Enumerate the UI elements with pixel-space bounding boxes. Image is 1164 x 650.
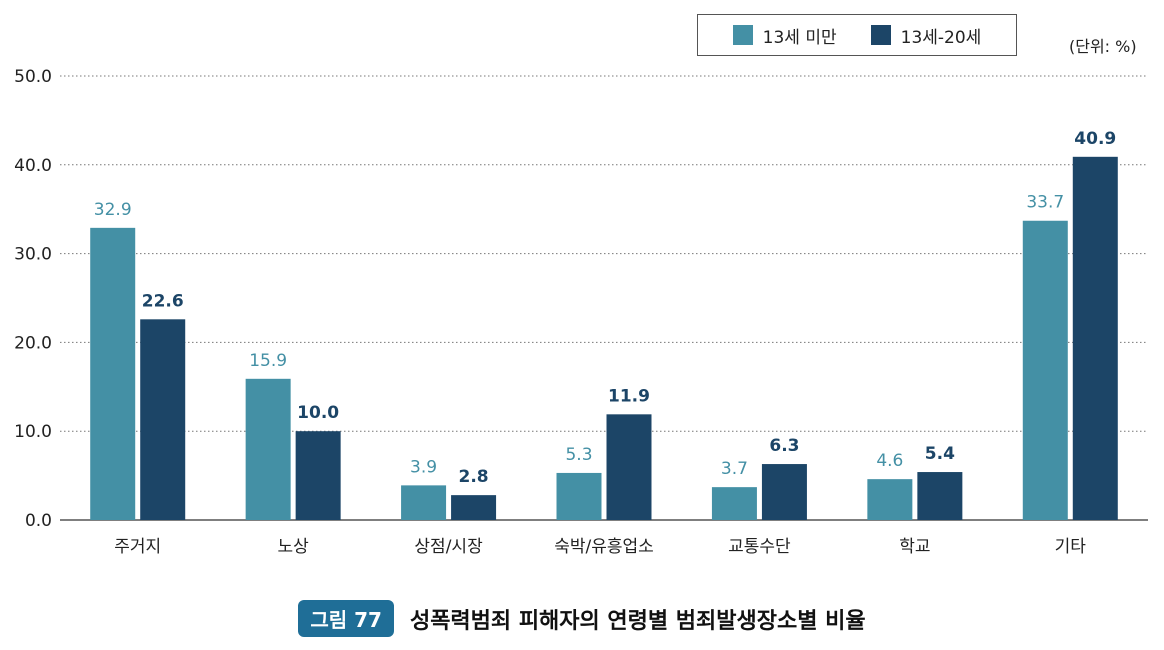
y-tick-label: 50.0 bbox=[14, 67, 52, 87]
bar bbox=[295, 431, 341, 520]
bar bbox=[711, 487, 757, 520]
data-label: 4.6 bbox=[876, 451, 903, 471]
bar bbox=[451, 495, 497, 520]
bar bbox=[761, 464, 807, 520]
bar bbox=[1072, 156, 1118, 521]
x-tick-label: 상점/시장 bbox=[414, 537, 483, 557]
data-label: 3.7 bbox=[721, 459, 748, 479]
bar bbox=[401, 485, 447, 520]
bar bbox=[917, 472, 963, 520]
data-label: 33.7 bbox=[1026, 193, 1064, 213]
legend-swatch-under-13 bbox=[732, 25, 753, 45]
data-label: 11.9 bbox=[608, 386, 650, 406]
legend-item-13-to-20: 13세-20세 bbox=[870, 23, 982, 48]
y-tick-label: 40.0 bbox=[14, 156, 52, 176]
figure-title: 성폭력범죄 피해자의 연령별 범죄발생장소별 비율 bbox=[409, 608, 866, 634]
data-label: 40.9 bbox=[1074, 129, 1116, 149]
y-tick-label: 30.0 bbox=[14, 245, 52, 265]
bar bbox=[90, 227, 136, 520]
data-label: 5.3 bbox=[565, 445, 592, 465]
unit-label: (단위: %) bbox=[1069, 37, 1137, 56]
bar bbox=[556, 472, 602, 520]
data-label: 15.9 bbox=[249, 351, 287, 371]
data-label: 6.3 bbox=[769, 436, 799, 456]
x-tick-label: 노상 bbox=[278, 537, 310, 557]
data-label: 10.0 bbox=[297, 403, 339, 423]
data-label: 22.6 bbox=[142, 291, 184, 311]
figure-caption: 그림 77 성폭력범죄 피해자의 연령별 범죄발생장소별 비율 bbox=[0, 600, 1164, 637]
data-label: 2.8 bbox=[459, 467, 489, 487]
x-tick-label: 학교 bbox=[899, 537, 930, 557]
bar bbox=[1022, 220, 1068, 520]
x-tick-label: 주거지 bbox=[114, 537, 161, 557]
y-tick-label: 20.0 bbox=[14, 333, 52, 353]
legend-item-under-13: 13세 미만 bbox=[732, 23, 837, 48]
legend-label-under-13: 13세 미만 bbox=[762, 27, 837, 48]
y-tick-label: 0.0 bbox=[25, 511, 52, 531]
legend-swatch-13-to-20 bbox=[870, 25, 891, 45]
figure-number-badge: 그림 77 bbox=[298, 600, 394, 637]
y-tick-label: 10.0 bbox=[14, 422, 52, 442]
data-label: 3.9 bbox=[410, 457, 437, 477]
x-tick-label: 교통수단 bbox=[728, 537, 791, 557]
bar bbox=[140, 319, 186, 520]
x-tick-label: 숙박/유흥업소 bbox=[554, 537, 654, 557]
bar bbox=[606, 414, 652, 520]
bar bbox=[867, 479, 913, 520]
data-label: 5.4 bbox=[925, 444, 955, 464]
legend: 13세 미만 13세-20세 bbox=[697, 14, 1017, 56]
legend-label-13-to-20: 13세-20세 bbox=[900, 27, 982, 48]
bar bbox=[245, 378, 291, 520]
data-label: 32.9 bbox=[94, 200, 132, 220]
x-tick-label: 기타 bbox=[1055, 537, 1087, 557]
